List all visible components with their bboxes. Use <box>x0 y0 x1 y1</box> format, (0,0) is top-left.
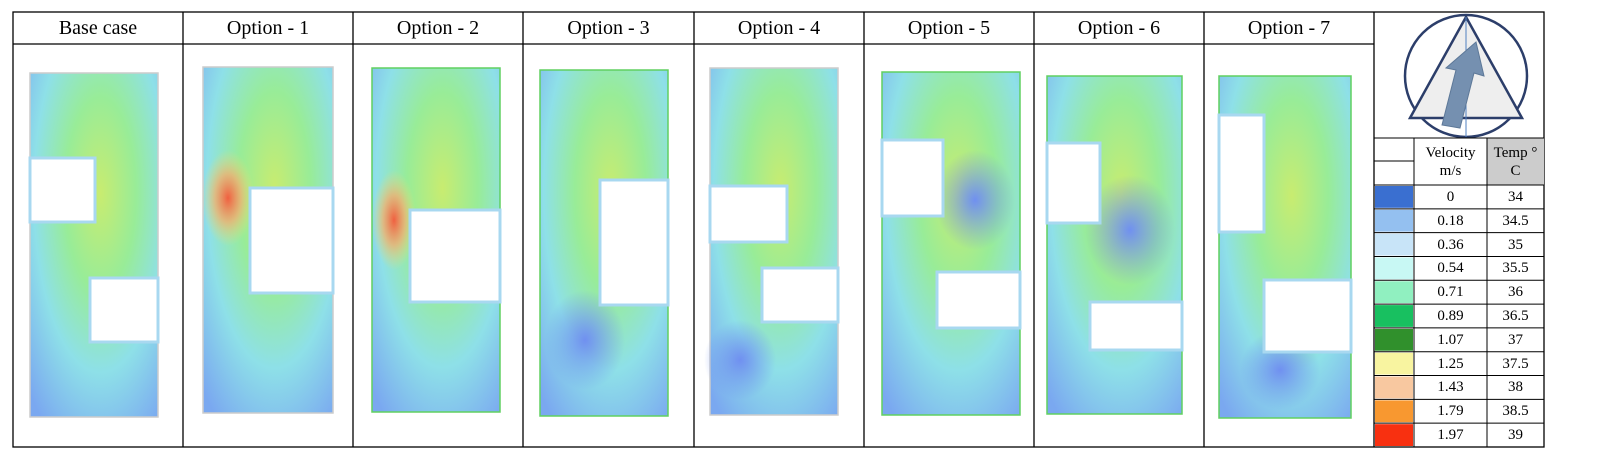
simulation-panel <box>539 69 670 417</box>
courtyard <box>248 186 335 295</box>
legend-temp: 38.5 <box>1502 403 1529 420</box>
low-velocity-zone <box>935 150 1015 250</box>
legend-temp: 36 <box>1508 284 1523 301</box>
compass <box>1403 13 1529 139</box>
column-title: Option - 5 <box>907 16 991 39</box>
legend-temp: 36.5 <box>1502 307 1529 324</box>
courtyard <box>1262 278 1353 354</box>
legend-swatch <box>1375 400 1413 423</box>
legend-header: Velocity m/s <box>1425 144 1476 179</box>
simulation-panel <box>28 72 160 418</box>
legend-velocity: 1.07 <box>1437 331 1464 348</box>
legend-velocity: 0 <box>1446 188 1455 205</box>
legend-swatch <box>1375 352 1413 375</box>
legend-temp: 37 <box>1508 331 1523 348</box>
simulation-panel <box>1217 75 1353 419</box>
legend-velocity: 1.97 <box>1437 427 1464 444</box>
simulation-panel <box>371 67 502 413</box>
legend-velocity: 0.18 <box>1437 212 1464 229</box>
legend-temp: 35 <box>1508 236 1523 253</box>
column-title: Option - 7 <box>1247 16 1331 39</box>
legend-velocity: 0.71 <box>1437 284 1464 301</box>
legend-velocity: 1.25 <box>1437 355 1464 372</box>
legend-velocity: 0.89 <box>1437 307 1464 324</box>
legend-swatch <box>1375 281 1413 304</box>
column-title: Option - 1 <box>226 16 310 39</box>
legend-swatch <box>1375 257 1413 280</box>
temp-header-bg <box>1487 138 1544 185</box>
courtyard <box>708 184 789 244</box>
courtyard <box>760 266 840 324</box>
simulation-panels <box>28 66 1353 419</box>
legend-header: Temp ° C <box>1493 144 1538 179</box>
courtyard <box>880 138 945 218</box>
low-velocity-zone <box>704 320 776 400</box>
simulation-panel <box>1045 75 1184 415</box>
column-title: Option - 6 <box>1077 16 1161 39</box>
legend-temp: 35.5 <box>1502 260 1529 277</box>
column-title: Option - 2 <box>396 16 480 39</box>
hot-spot <box>202 150 254 246</box>
courtyard <box>1045 141 1102 225</box>
legend-swatch <box>1375 209 1413 232</box>
courtyard <box>88 276 160 344</box>
legend-swatch <box>1375 305 1413 327</box>
simulation-panel <box>202 66 335 414</box>
simulation-panel <box>704 67 840 416</box>
legend-swatch <box>1375 233 1413 256</box>
legend-grid <box>1374 137 1544 448</box>
legend-swatch <box>1375 424 1413 446</box>
courtyard <box>1088 300 1184 352</box>
legend-swatch <box>1375 186 1413 208</box>
legend-swatch <box>1375 376 1413 399</box>
simulation-panel <box>880 71 1022 416</box>
courtyard <box>408 208 502 304</box>
low-velocity-zone <box>1085 175 1175 285</box>
courtyard <box>935 270 1022 330</box>
legend-temp: 37.5 <box>1502 355 1529 372</box>
legend-temp: 34 <box>1508 188 1523 205</box>
legend-temp: 38 <box>1508 379 1523 396</box>
legend-temp: 39 <box>1508 427 1523 444</box>
courtyard <box>1217 113 1266 234</box>
legend-swatch <box>1375 328 1413 351</box>
legend-velocity: 1.79 <box>1437 403 1464 420</box>
flow-field <box>881 71 1021 416</box>
grid-lines <box>12 11 1545 448</box>
legend-velocity: 0.36 <box>1437 236 1464 253</box>
legend-velocity: 0.54 <box>1437 260 1464 277</box>
legend-temp: 34.5 <box>1502 212 1529 229</box>
column-title: Option - 3 <box>567 16 650 39</box>
flow-field <box>29 72 159 418</box>
courtyard <box>28 156 97 224</box>
courtyard <box>598 178 670 307</box>
hot-spot <box>372 170 416 270</box>
column-title: Option - 4 <box>737 16 821 39</box>
column-title: Base case <box>58 16 138 39</box>
low-velocity-zone <box>545 290 625 390</box>
legend-velocity: 1.43 <box>1437 379 1464 396</box>
